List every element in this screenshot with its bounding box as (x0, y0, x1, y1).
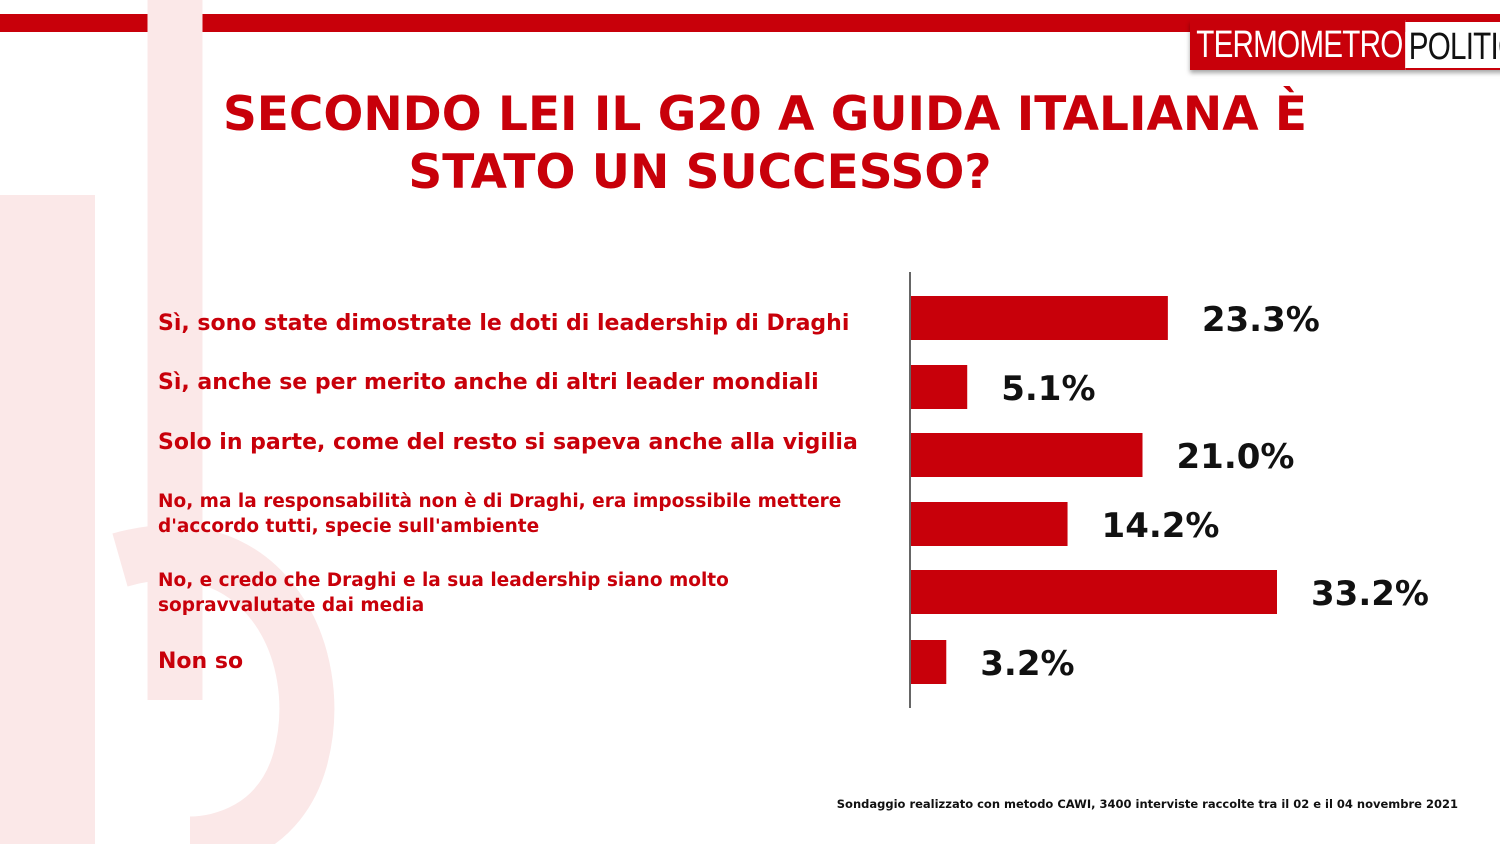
value-label-2: 5.1% (1001, 369, 1095, 409)
title-line-2: STATO UN SUCCESSO? (408, 145, 992, 200)
category-label-4: No, ma la responsabilità non è di Draghi… (158, 491, 842, 537)
bar-1 (911, 296, 1168, 340)
category-label-6: Non so (158, 649, 244, 674)
category-label-2: Sì, anche se per merito anche di altri l… (158, 370, 819, 395)
category-label-1: Sì, sono state dimostrate le doti di lea… (158, 311, 850, 336)
value-label-4: 14.2% (1102, 506, 1220, 546)
bar-4 (911, 502, 1068, 546)
logo-right-text: POLITICO (1405, 20, 1500, 70)
title-line-1: SECONDO LEI IL G20 A GUIDA ITALIANA È (222, 87, 1308, 142)
chart-title: SECONDO LEI IL G20 A GUIDA ITALIANA È ST… (150, 86, 1380, 202)
top-band (0, 14, 1500, 32)
bar-5 (911, 570, 1277, 614)
value-label-3: 21.0% (1177, 437, 1295, 477)
value-label-5: 33.2% (1311, 574, 1429, 614)
termometro-politico-logo: TERMOMETRO POLITICO (1190, 20, 1500, 70)
logo-left-text: TERMOMETRO (1190, 20, 1406, 70)
bar-6 (911, 640, 947, 684)
value-label-6: 3.2% (980, 644, 1074, 684)
bar-3 (911, 433, 1143, 477)
category-labels: Sì, sono state dimostrate le doti di lea… (158, 0, 898, 844)
survey-footnote: Sondaggio realizzato con metodo CAWI, 34… (836, 797, 1458, 811)
bar-2 (911, 365, 968, 409)
value-label-1: 23.3% (1202, 300, 1320, 340)
category-label-5: No, e credo che Draghi e la sua leadersh… (158, 570, 729, 616)
category-label-3: Solo in parte, come del resto si sapeva … (158, 430, 858, 455)
